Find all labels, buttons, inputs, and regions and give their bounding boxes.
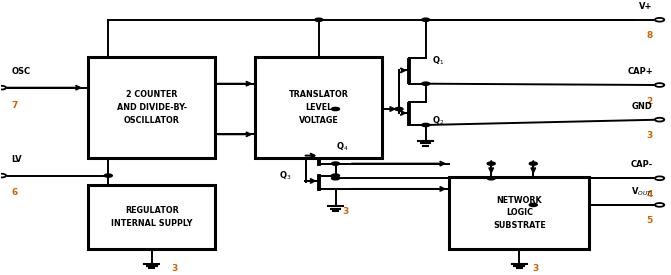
Text: V+: V+ <box>639 2 653 11</box>
Circle shape <box>315 18 323 21</box>
Circle shape <box>0 174 6 177</box>
Circle shape <box>655 176 664 180</box>
Circle shape <box>331 177 340 180</box>
Circle shape <box>331 108 340 111</box>
Text: Q$_1$: Q$_1$ <box>432 55 445 67</box>
Text: LOGIC: LOGIC <box>506 208 533 218</box>
Circle shape <box>655 83 664 87</box>
Text: Q$_3$: Q$_3$ <box>278 169 291 182</box>
Text: AND DIVIDE-BY-: AND DIVIDE-BY- <box>117 103 187 112</box>
Circle shape <box>655 18 664 22</box>
Text: 4: 4 <box>647 190 653 199</box>
Circle shape <box>529 203 537 207</box>
Text: CAP+: CAP+ <box>627 67 653 76</box>
Circle shape <box>104 174 112 177</box>
Text: 5: 5 <box>647 216 653 226</box>
Text: Q$_4$: Q$_4$ <box>336 140 348 153</box>
Bar <box>255 57 382 158</box>
Text: 3: 3 <box>647 131 653 140</box>
Text: REGULATOR: REGULATOR <box>125 206 178 215</box>
Bar <box>449 177 589 249</box>
Circle shape <box>0 86 6 90</box>
Text: V$_{OUT}$: V$_{OUT}$ <box>631 185 653 198</box>
Circle shape <box>655 118 664 122</box>
Circle shape <box>331 174 340 177</box>
Circle shape <box>395 108 403 111</box>
Text: LV: LV <box>11 155 22 164</box>
Text: OSC: OSC <box>11 67 31 76</box>
Text: 2: 2 <box>647 97 653 106</box>
Text: GND: GND <box>632 102 653 111</box>
Bar <box>89 57 215 158</box>
Text: 2 COUNTER: 2 COUNTER <box>126 90 177 99</box>
Text: TRANSLATOR: TRANSLATOR <box>289 90 349 99</box>
Circle shape <box>529 162 537 165</box>
Circle shape <box>421 82 429 85</box>
Circle shape <box>421 123 429 127</box>
Circle shape <box>655 203 664 207</box>
Circle shape <box>421 18 429 21</box>
Bar <box>89 185 215 249</box>
Text: SUBSTRATE: SUBSTRATE <box>493 221 546 230</box>
Text: OSCILLATOR: OSCILLATOR <box>124 116 180 125</box>
Text: 3: 3 <box>342 207 348 216</box>
Circle shape <box>331 162 340 165</box>
Circle shape <box>487 162 495 165</box>
Text: LEVEL: LEVEL <box>305 103 332 112</box>
Text: INTERNAL SUPPLY: INTERNAL SUPPLY <box>111 219 193 228</box>
Text: NETWORK: NETWORK <box>497 196 542 205</box>
Text: 8: 8 <box>647 31 653 40</box>
Text: 3: 3 <box>172 264 178 273</box>
Text: CAP-: CAP- <box>631 160 653 169</box>
Text: VOLTAGE: VOLTAGE <box>299 116 339 125</box>
Text: 6: 6 <box>11 188 17 197</box>
Text: 3: 3 <box>533 264 539 273</box>
Circle shape <box>487 177 495 180</box>
Text: 7: 7 <box>11 100 18 109</box>
Text: Q$_2$: Q$_2$ <box>432 115 445 127</box>
